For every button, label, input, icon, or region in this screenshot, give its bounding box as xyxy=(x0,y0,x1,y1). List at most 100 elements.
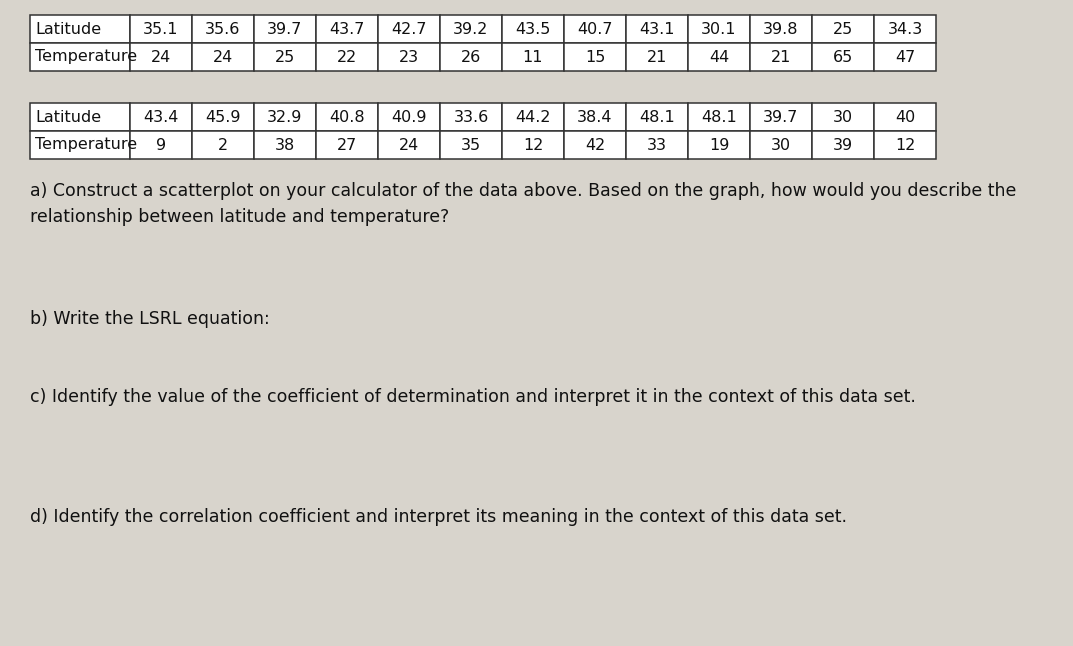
Bar xyxy=(30,131,130,159)
Text: 44: 44 xyxy=(709,50,730,65)
Text: b) Write the LSRL equation:: b) Write the LSRL equation: xyxy=(30,310,269,328)
Text: 35: 35 xyxy=(461,138,481,152)
Bar xyxy=(688,15,750,43)
Bar xyxy=(317,103,378,131)
Bar xyxy=(812,15,874,43)
Bar xyxy=(440,43,502,71)
Bar xyxy=(192,103,254,131)
Bar xyxy=(192,131,254,159)
Bar xyxy=(254,103,317,131)
Bar xyxy=(378,103,440,131)
Text: 24: 24 xyxy=(399,138,420,152)
Text: 42.7: 42.7 xyxy=(392,21,427,37)
Text: 33.6: 33.6 xyxy=(454,110,488,125)
Bar xyxy=(130,43,192,71)
Bar xyxy=(30,43,130,71)
Text: 9: 9 xyxy=(156,138,166,152)
Text: 65: 65 xyxy=(833,50,853,65)
Text: a) Construct a scatterplot on your calculator of the data above. Based on the gr: a) Construct a scatterplot on your calcu… xyxy=(30,182,1016,226)
Bar xyxy=(626,131,688,159)
Bar xyxy=(688,131,750,159)
Text: 32.9: 32.9 xyxy=(267,110,303,125)
Bar xyxy=(626,43,688,71)
Bar xyxy=(317,131,378,159)
Bar xyxy=(688,43,750,71)
Text: 21: 21 xyxy=(770,50,791,65)
Bar xyxy=(378,43,440,71)
Bar xyxy=(502,43,564,71)
Text: 45.9: 45.9 xyxy=(205,110,240,125)
Text: 34.3: 34.3 xyxy=(887,21,923,37)
Text: 19: 19 xyxy=(709,138,730,152)
Text: Temperature: Temperature xyxy=(35,138,137,152)
Text: c) Identify the value of the coefficient of determination and interpret it in th: c) Identify the value of the coefficient… xyxy=(30,388,916,406)
Text: 47: 47 xyxy=(895,50,915,65)
Bar xyxy=(564,43,626,71)
Text: 2: 2 xyxy=(218,138,229,152)
Text: 43.5: 43.5 xyxy=(515,21,550,37)
Text: 40.9: 40.9 xyxy=(392,110,427,125)
Bar xyxy=(812,103,874,131)
Text: 39.2: 39.2 xyxy=(453,21,488,37)
Bar xyxy=(564,103,626,131)
Text: 39.8: 39.8 xyxy=(763,21,798,37)
Text: 39: 39 xyxy=(833,138,853,152)
Bar xyxy=(130,15,192,43)
Text: 12: 12 xyxy=(895,138,915,152)
Bar xyxy=(192,43,254,71)
Bar xyxy=(254,43,317,71)
Text: 26: 26 xyxy=(461,50,481,65)
Text: 48.1: 48.1 xyxy=(701,110,737,125)
Bar xyxy=(812,43,874,71)
Bar xyxy=(626,15,688,43)
Bar xyxy=(378,15,440,43)
Text: 15: 15 xyxy=(585,50,605,65)
Text: 25: 25 xyxy=(275,50,295,65)
Text: 40.8: 40.8 xyxy=(329,110,365,125)
Text: 42: 42 xyxy=(585,138,605,152)
Text: 30: 30 xyxy=(770,138,791,152)
Text: 33: 33 xyxy=(647,138,667,152)
Text: 35.6: 35.6 xyxy=(205,21,240,37)
Bar xyxy=(502,15,564,43)
Text: 11: 11 xyxy=(523,50,543,65)
Bar xyxy=(378,131,440,159)
Bar xyxy=(502,131,564,159)
Text: 35.1: 35.1 xyxy=(144,21,179,37)
Bar xyxy=(812,131,874,159)
Text: 38.4: 38.4 xyxy=(577,110,613,125)
Text: 43.4: 43.4 xyxy=(144,110,179,125)
Bar xyxy=(874,15,936,43)
Text: 39.7: 39.7 xyxy=(763,110,798,125)
Text: 25: 25 xyxy=(833,21,853,37)
Bar xyxy=(254,131,317,159)
Bar xyxy=(750,103,812,131)
Bar xyxy=(440,15,502,43)
Bar xyxy=(130,103,192,131)
Text: Latitude: Latitude xyxy=(35,110,101,125)
Text: 38: 38 xyxy=(275,138,295,152)
Bar xyxy=(317,43,378,71)
Bar xyxy=(564,15,626,43)
Text: 43.7: 43.7 xyxy=(329,21,365,37)
Text: 48.1: 48.1 xyxy=(640,110,675,125)
Text: 40.7: 40.7 xyxy=(577,21,613,37)
Bar xyxy=(440,103,502,131)
Text: 23: 23 xyxy=(399,50,420,65)
Text: 12: 12 xyxy=(523,138,543,152)
Text: 40: 40 xyxy=(895,110,915,125)
Bar xyxy=(192,15,254,43)
Bar xyxy=(750,15,812,43)
Text: 24: 24 xyxy=(151,50,171,65)
Text: 27: 27 xyxy=(337,138,357,152)
Text: 43.1: 43.1 xyxy=(640,21,675,37)
Bar xyxy=(30,103,130,131)
Text: d) Identify the correlation coefficient and interpret its meaning in the context: d) Identify the correlation coefficient … xyxy=(30,508,847,526)
Text: 21: 21 xyxy=(647,50,667,65)
Bar xyxy=(30,15,130,43)
Bar xyxy=(626,103,688,131)
Bar xyxy=(564,131,626,159)
Bar xyxy=(874,103,936,131)
Text: Latitude: Latitude xyxy=(35,21,101,37)
Bar xyxy=(750,43,812,71)
